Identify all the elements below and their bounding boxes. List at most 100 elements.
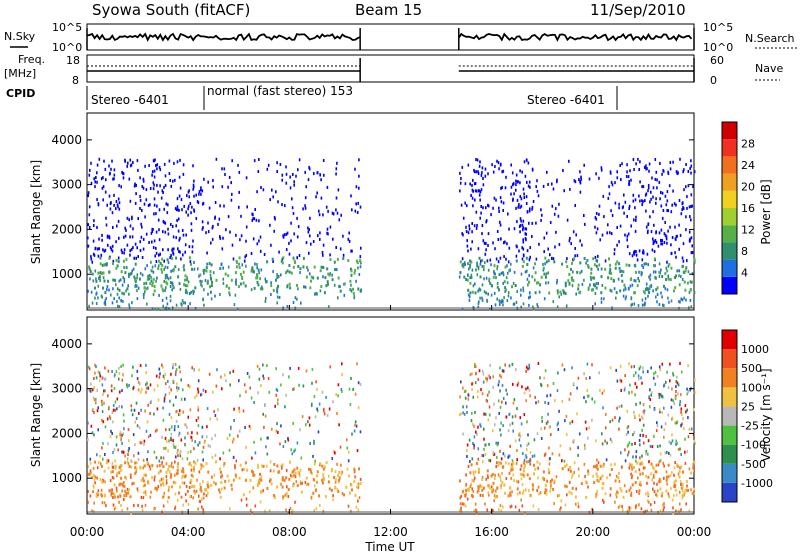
heatmap-cell bbox=[523, 413, 526, 417]
heatmap-cell bbox=[104, 248, 107, 252]
heatmap-cell bbox=[238, 429, 241, 433]
heatmap-cell bbox=[495, 276, 497, 280]
heatmap-cell bbox=[692, 492, 695, 495]
heatmap-cell bbox=[268, 509, 271, 513]
heatmap-cell bbox=[161, 257, 164, 261]
heatmap-cell bbox=[305, 483, 308, 486]
heatmap-cell bbox=[588, 426, 591, 430]
heatmap-cell bbox=[162, 504, 165, 508]
heatmap-cell bbox=[500, 486, 502, 490]
heatmap-cell bbox=[527, 433, 529, 437]
heatmap-cell bbox=[158, 459, 161, 463]
heatmap-cell bbox=[126, 216, 129, 220]
heatmap-cell bbox=[619, 487, 622, 491]
power-colorbar-tick: 16 bbox=[741, 202, 755, 215]
heatmap-cell bbox=[614, 266, 617, 270]
heatmap-cell bbox=[595, 231, 598, 235]
heatmap-cell bbox=[238, 170, 241, 174]
heatmap-cell bbox=[105, 216, 107, 220]
heatmap-cell bbox=[501, 465, 504, 469]
heatmap-cell bbox=[161, 189, 164, 193]
heatmap-cell bbox=[125, 257, 128, 261]
heatmap-cell bbox=[604, 286, 607, 290]
heatmap-cell bbox=[468, 267, 470, 271]
heatmap-cell bbox=[149, 203, 151, 207]
heatmap-cell bbox=[228, 286, 231, 290]
heatmap-cell bbox=[169, 285, 172, 288]
heatmap-cell bbox=[189, 292, 191, 296]
heatmap-cell bbox=[568, 490, 571, 494]
heatmap-cell bbox=[101, 375, 103, 379]
heatmap-cell bbox=[635, 270, 637, 274]
heatmap-cell bbox=[481, 258, 484, 262]
heatmap-cell bbox=[178, 194, 181, 198]
heatmap-cell bbox=[673, 402, 676, 405]
heatmap-cell bbox=[285, 271, 287, 275]
heatmap-cell bbox=[167, 227, 169, 231]
heatmap-cell bbox=[137, 255, 139, 259]
heatmap-cell bbox=[110, 293, 112, 297]
heatmap-cell bbox=[293, 387, 295, 391]
heatmap-cell bbox=[174, 481, 177, 485]
heatmap-cell bbox=[498, 380, 500, 384]
heatmap-cell bbox=[257, 463, 259, 467]
heatmap-cell bbox=[478, 164, 481, 168]
heatmap-cell bbox=[348, 474, 351, 478]
heatmap-cell bbox=[231, 440, 234, 444]
heatmap-cell bbox=[599, 464, 602, 468]
heatmap-cell bbox=[515, 479, 518, 483]
heatmap-cell bbox=[169, 281, 172, 284]
heatmap-cell bbox=[685, 480, 688, 484]
heatmap-cell bbox=[623, 484, 626, 488]
heatmap-cell bbox=[558, 295, 560, 299]
heatmap-cell bbox=[124, 461, 127, 465]
heatmap-cell bbox=[179, 287, 182, 291]
heatmap-cell bbox=[259, 472, 261, 476]
heatmap-cell bbox=[311, 402, 313, 406]
heatmap-cell bbox=[98, 157, 101, 161]
heatmap-cell bbox=[167, 488, 170, 492]
heatmap-cell bbox=[333, 283, 336, 287]
heatmap-cell bbox=[290, 221, 292, 225]
heatmap-cell bbox=[256, 482, 259, 486]
heatmap-cell bbox=[91, 260, 94, 264]
heatmap-cell bbox=[113, 203, 115, 207]
heatmap-cell bbox=[209, 273, 212, 277]
heatmap-cell bbox=[348, 450, 350, 454]
heatmap-cell bbox=[114, 400, 117, 404]
heatmap-cell bbox=[495, 257, 498, 261]
heatmap-cell bbox=[91, 388, 94, 392]
heatmap-cell bbox=[266, 464, 268, 468]
heatmap-cell bbox=[240, 498, 243, 502]
heatmap-cell bbox=[162, 289, 165, 293]
heatmap-cell bbox=[663, 428, 666, 432]
heatmap-cell bbox=[191, 436, 193, 440]
heatmap-cell bbox=[564, 484, 567, 488]
heatmap-cell bbox=[624, 200, 627, 204]
heatmap-cell bbox=[485, 220, 487, 224]
heatmap-cell bbox=[276, 161, 278, 165]
heatmap-cell bbox=[332, 212, 335, 216]
heatmap-cell bbox=[146, 264, 148, 268]
heatmap-cell bbox=[585, 400, 587, 404]
heatmap-cell bbox=[617, 505, 620, 509]
heatmap-cell bbox=[179, 186, 182, 190]
heatmap-cell bbox=[175, 410, 177, 414]
heatmap-cell bbox=[640, 507, 643, 511]
heatmap-cell bbox=[161, 287, 164, 291]
heatmap-cell bbox=[465, 278, 468, 281]
heatmap-cell bbox=[642, 200, 644, 204]
heatmap-cell bbox=[642, 185, 645, 189]
heatmap-cell bbox=[522, 228, 524, 232]
heatmap-cell bbox=[108, 489, 111, 493]
heatmap-cell bbox=[164, 288, 166, 292]
heatmap-cell bbox=[469, 182, 471, 186]
heatmap-cell bbox=[338, 423, 340, 427]
heatmap-cell bbox=[486, 393, 489, 397]
heatmap-cell bbox=[570, 276, 573, 280]
heatmap-cell bbox=[358, 467, 360, 471]
heatmap-cell bbox=[678, 223, 680, 227]
heatmap-cell bbox=[255, 263, 258, 266]
heatmap-cell bbox=[595, 472, 598, 476]
heatmap-cell bbox=[602, 498, 604, 502]
